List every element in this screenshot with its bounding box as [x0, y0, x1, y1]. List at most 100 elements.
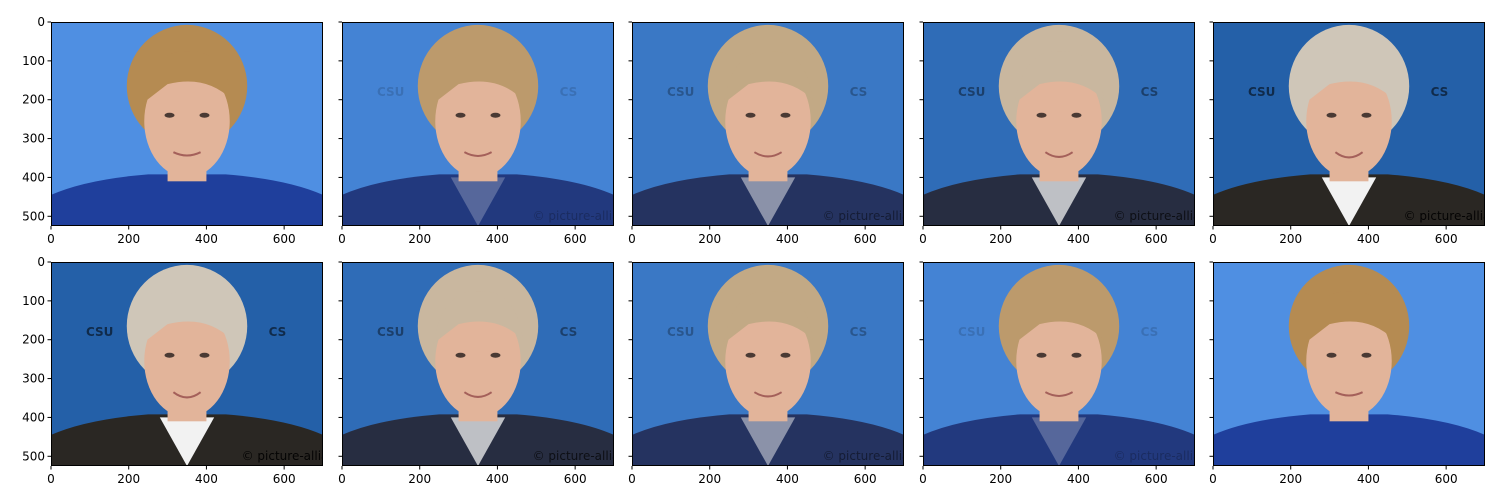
mouth [463, 391, 493, 398]
hair-fringe [433, 51, 523, 104]
eye [1071, 352, 1082, 358]
stage-lettering: CS [269, 325, 287, 339]
watermark: © picture-alliance [1114, 449, 1222, 463]
x-tick-label: 400 [1067, 472, 1090, 486]
face [435, 64, 521, 178]
x-tick-label: 200 [989, 472, 1012, 486]
eye [199, 352, 210, 358]
face [1016, 64, 1102, 178]
stage-lettering: CS [1431, 85, 1449, 99]
watermark: © picture-alliance [823, 449, 931, 463]
eye [1071, 112, 1082, 118]
y-tick-label: 500 [22, 449, 45, 463]
x-tick-label: 0 [47, 472, 55, 486]
watermark: © picture-alliance [1404, 209, 1500, 223]
eye [1036, 112, 1047, 118]
eye [780, 112, 791, 118]
x-tick-label: 200 [408, 232, 431, 246]
x-tick-label: 400 [1067, 232, 1090, 246]
image-panel-9: CSU CS © picture-alliance [923, 262, 1222, 466]
x-tick-label: 0 [628, 472, 636, 486]
hair-fringe [1304, 51, 1394, 104]
y-tick-label: 200 [22, 333, 45, 347]
axes-frame [632, 22, 904, 226]
stage-lettering: CS [1141, 325, 1159, 339]
x-tick-label: 600 [273, 472, 296, 486]
face [1306, 64, 1392, 178]
mouth [172, 391, 202, 399]
x-tick-label: 0 [1209, 232, 1217, 246]
x-tick-label: 600 [273, 232, 296, 246]
y-tick-label: 400 [22, 170, 45, 184]
x-tick-label: 0 [919, 472, 927, 486]
mouth [753, 391, 783, 398]
axes-frame [51, 262, 323, 466]
x-tick-label: 600 [854, 232, 877, 246]
x-tick-label: 400 [486, 472, 509, 486]
axes-frame [1213, 262, 1485, 466]
eye [199, 112, 210, 118]
axes-frame [1213, 22, 1485, 226]
x-tick-label: 600 [1145, 232, 1168, 246]
x-tick-label: 0 [47, 232, 55, 246]
stage-lettering: CSU [958, 85, 985, 99]
mouth [463, 151, 493, 157]
x-tick-label: 600 [564, 472, 587, 486]
stage-lettering: CS [850, 325, 868, 339]
shirt-collar [159, 417, 215, 466]
shirt-collar [450, 417, 506, 466]
stage-lettering: CSU [377, 85, 404, 99]
jacket [342, 174, 614, 226]
axes-frame [923, 262, 1195, 466]
hair-fringe [723, 291, 813, 344]
image-panel-6: CSU CS © picture-alliance [51, 262, 323, 466]
face [1016, 304, 1102, 418]
eye [1036, 352, 1047, 358]
watermark: © picture-alliance [823, 209, 931, 223]
stage-lettering: CS [560, 85, 578, 99]
stage-lettering: CS [1141, 85, 1159, 99]
hair-fringe [142, 51, 232, 104]
image-panel-3: CSU CS © picture-alliance [632, 22, 931, 226]
stage-lettering: CSU [667, 325, 694, 339]
face [435, 304, 521, 418]
face [1306, 304, 1392, 418]
face [725, 304, 811, 418]
eye [1326, 112, 1337, 118]
x-tick-label: 400 [1357, 232, 1380, 246]
image-panel-4: CSU CS © picture-alliance [923, 22, 1195, 226]
image-panel-10 [1213, 262, 1485, 466]
y-tick-label: 0 [37, 255, 45, 269]
x-tick-label: 200 [117, 232, 140, 246]
x-tick-label: 0 [1209, 472, 1217, 486]
stage-lettering: CSU [377, 325, 404, 339]
stage-lettering: CS [850, 85, 868, 99]
x-tick-label: 600 [1435, 472, 1458, 486]
x-tick-label: 400 [195, 472, 218, 486]
mouth [753, 151, 783, 158]
x-tick-label: 200 [698, 472, 721, 486]
eye [745, 112, 756, 118]
hair-fringe [723, 51, 813, 104]
axes-frame [342, 22, 614, 226]
image-panel-2: CSU CS © picture-alliance [342, 22, 641, 226]
x-tick-label: 600 [854, 472, 877, 486]
axes-frame [632, 262, 904, 466]
shirt-collar [1031, 417, 1087, 466]
watermark: © picture-alliance [533, 449, 641, 463]
y-tick-label: 100 [22, 54, 45, 68]
watermark: © picture-alliance [533, 209, 641, 223]
eye [1361, 352, 1372, 358]
x-tick-label: 200 [117, 472, 140, 486]
x-tick-label: 600 [1435, 232, 1458, 246]
y-tick-label: 300 [22, 132, 45, 146]
image-panel-8: CSU CS © picture-alliance [632, 262, 931, 466]
mouth [1044, 151, 1074, 158]
mouth [1044, 391, 1074, 397]
shirt-collar [1031, 177, 1087, 226]
hair-fringe [1304, 291, 1394, 344]
stage-lettering: CSU [86, 325, 113, 339]
x-tick-label: 0 [338, 232, 346, 246]
stage-lettering: CSU [667, 85, 694, 99]
